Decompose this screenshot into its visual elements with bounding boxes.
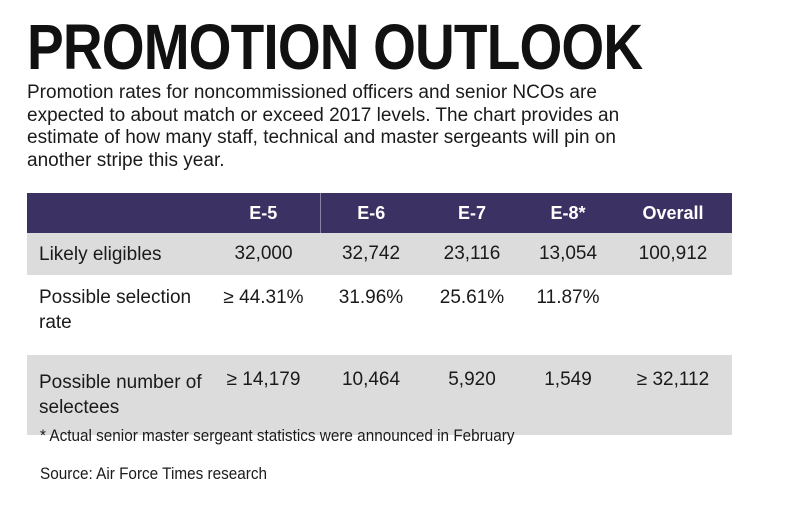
chart-subtitle: Promotion rates for noncommissioned offi… [27,82,620,171]
column-header-e5: E-5 [207,193,320,233]
cell-e5: 32,000 [207,233,320,275]
footnote: * Actual senior master sergeant statisti… [40,426,515,445]
cell-e7: 5,920 [422,355,522,435]
cell-overall: 100,912 [614,233,732,275]
table-row-selectees: Possible number of selectees ≥ 14,179 10… [27,355,732,435]
table-row-selection-rate: Possible selection rate ≥ 44.31% 31.96% … [27,275,732,355]
cell-e7: 23,116 [422,233,522,275]
table-row-likely-eligibles: Likely eligibles 32,000 32,742 23,116 13… [27,233,732,275]
column-header-label [27,193,207,233]
cell-e6: 31.96% [338,287,404,308]
row-label: Likely eligibles [27,233,207,275]
cell-e6: 10,464 [320,355,422,435]
cell-e7: 25.61% [439,287,505,308]
row-label: Possible number of selectees [27,355,207,435]
cell-e8: 1,549 [522,355,614,435]
column-header-e8: E-8* [522,193,614,233]
column-header-overall: Overall [614,193,732,233]
chart-title: PROMOTION OUTLOOK [27,11,643,83]
cell-e6: 32,742 [320,233,422,275]
column-header-e7: E-7 [422,193,522,233]
cell-overall: ≥ 32,112 [614,355,732,435]
promotion-table: E-5 E-6 E-7 E-8* Overall Likely eligible… [27,193,732,435]
cell-e5: ≥ 44.31% [223,287,304,308]
cell-e8: 11.87% [536,287,600,308]
cell-e5: ≥ 14,179 [207,355,320,435]
column-header-e6: E-6 [319,193,422,233]
table-header-row: E-5 E-6 E-7 E-8* Overall [27,193,732,233]
row-label: Possible selection rate [39,287,192,333]
cell-e8: 13,054 [522,233,614,275]
cell-overall [614,275,732,355]
source-line: Source: Air Force Times research [40,464,268,483]
